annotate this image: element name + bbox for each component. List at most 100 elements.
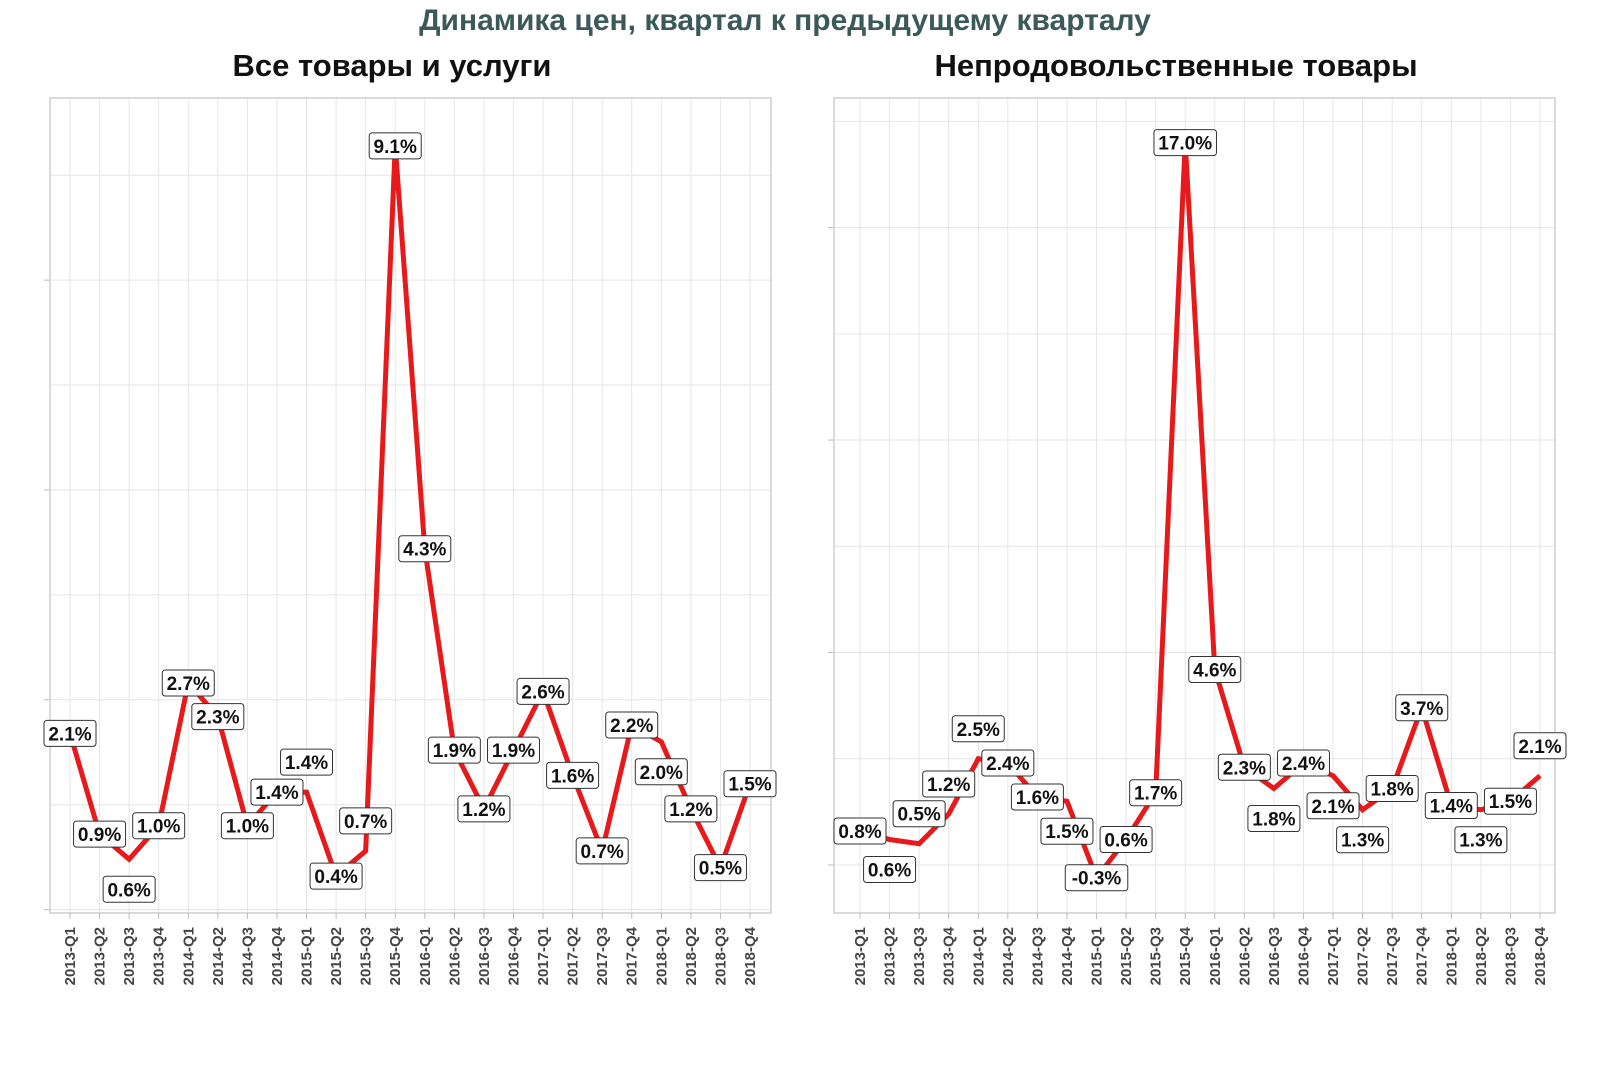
- data-label-text: 0.7%: [344, 812, 387, 833]
- data-label-box: [1336, 826, 1390, 854]
- data-label-box: [1247, 804, 1301, 832]
- data-label: 1.7%: [1129, 779, 1183, 807]
- data-label: 17.0%: [1153, 129, 1217, 157]
- data-label: 2.5%: [951, 715, 1005, 743]
- panel-title-all: Все товары и услуги: [232, 48, 552, 83]
- data-label: 1.4%: [280, 748, 334, 776]
- data-label-box: [220, 812, 274, 840]
- x-tick-label: 2013-Q4: [941, 926, 958, 985]
- data-label-box: [575, 837, 629, 865]
- data-label: 1.4%: [250, 778, 304, 806]
- data-label: 1.5%: [1040, 817, 1094, 845]
- data-label-text: 1.9%: [492, 741, 535, 762]
- data-label-box: [634, 758, 688, 786]
- x-tick-label: 2016-Q3: [1266, 927, 1283, 985]
- data-label-text: 1.5%: [1489, 792, 1532, 813]
- data-label-text: 17.0%: [1158, 134, 1212, 155]
- data-label-text: 0.7%: [581, 842, 624, 863]
- x-tick-label: 2016-Q3: [476, 927, 493, 985]
- data-label-box: [102, 875, 156, 903]
- panel-1: 2013-Q1 2013-Q2 2013-Q3 2013-Q4 2014-Q1 2014-…: [828, 97, 1567, 985]
- panel-0: 2013-Q1 2013-Q2 2013-Q3 2013-Q4 2014-Q1 2014-…: [43, 97, 777, 985]
- data-label: 1.8%: [1247, 804, 1301, 832]
- data-label-text: 4.3%: [403, 540, 446, 561]
- data-label-text: 2.1%: [1518, 737, 1561, 758]
- data-label-box: [1365, 774, 1419, 802]
- data-label-text: 0.9%: [78, 825, 121, 846]
- data-label-text: 1.6%: [1016, 788, 1059, 809]
- x-tick-label: 2015-Q2: [1118, 927, 1135, 985]
- data-label-text: 1.6%: [551, 766, 594, 787]
- data-label: 0.4%: [309, 862, 363, 890]
- data-label-text: 0.6%: [868, 860, 911, 881]
- data-label: 1.5%: [723, 770, 777, 798]
- data-label: 0.8%: [833, 817, 887, 845]
- data-label-box: [516, 677, 570, 705]
- data-label-text: 1.4%: [255, 783, 298, 804]
- data-label-box: [546, 761, 600, 789]
- x-tick-label: 2013-Q3: [911, 927, 928, 985]
- data-label-text: 1.2%: [462, 800, 505, 821]
- x-tick-label: 2018-Q1: [653, 927, 670, 985]
- x-tick-label: 2016-Q4: [505, 926, 522, 985]
- data-label-text: 3.7%: [1400, 699, 1443, 720]
- data-label: 1.5%: [1483, 787, 1537, 815]
- panel-title-nonfood: Непродовольственные товары: [934, 48, 1418, 83]
- data-label-text: 1.0%: [226, 817, 269, 838]
- data-label: 4.6%: [1188, 656, 1242, 684]
- data-label-text: 1.5%: [1045, 822, 1088, 843]
- data-label-text: 9.1%: [374, 137, 417, 158]
- data-label-box: [1306, 792, 1360, 820]
- data-label-box: [892, 800, 946, 828]
- data-label-box: [1276, 749, 1330, 777]
- data-label-text: 0.5%: [699, 859, 742, 880]
- data-label-box: [1153, 129, 1217, 157]
- data-label: 3.7%: [1395, 694, 1449, 722]
- data-label-text: 2.4%: [1282, 754, 1325, 775]
- data-label-box: [1454, 826, 1508, 854]
- data-label-box: [833, 817, 887, 845]
- x-tick-label: 2017-Q2: [1355, 927, 1372, 985]
- x-tick-label: 2018-Q2: [683, 927, 700, 985]
- data-label-text: 2.4%: [986, 754, 1029, 775]
- data-label-text: 1.2%: [669, 800, 712, 821]
- data-label-text: 1.8%: [1252, 809, 1295, 830]
- data-label-box: [1188, 656, 1242, 684]
- data-label-text: -0.3%: [1072, 869, 1122, 890]
- data-label-text: 4.6%: [1193, 661, 1236, 682]
- data-label-text: 2.6%: [521, 682, 564, 703]
- data-label-text: 1.8%: [1371, 779, 1414, 800]
- x-tick-label: 2013-Q1: [62, 927, 79, 985]
- data-label: 4.3%: [398, 535, 452, 563]
- x-tick-label: 2015-Q1: [299, 927, 316, 985]
- data-label: 1.0%: [220, 812, 274, 840]
- data-label-box: [1513, 732, 1567, 760]
- data-label-box: [309, 862, 363, 890]
- data-label-text: 0.5%: [897, 805, 940, 826]
- x-tick-label: 2015-Q4: [387, 926, 404, 985]
- data-label-box: [161, 669, 215, 697]
- data-label-box: [280, 748, 334, 776]
- data-label: 2.3%: [191, 703, 245, 731]
- data-label-text: 2.1%: [48, 724, 91, 745]
- data-label: 2.2%: [605, 711, 659, 739]
- data-label: 2.1%: [1513, 732, 1567, 760]
- data-label: 1.0%: [132, 812, 186, 840]
- x-tick-label: 2014-Q4: [1059, 926, 1076, 985]
- data-label: 1.9%: [486, 736, 540, 764]
- data-label: 1.6%: [1010, 783, 1064, 811]
- data-label-text: 1.4%: [1430, 796, 1473, 817]
- data-label: 1.2%: [457, 795, 511, 823]
- data-label-box: [73, 820, 127, 848]
- x-tick-label: 2017-Q1: [1325, 927, 1342, 985]
- data-label-box: [1129, 779, 1183, 807]
- x-tick-label: 2017-Q1: [535, 927, 552, 985]
- data-label: 0.7%: [339, 807, 393, 835]
- x-tick-label: 2014-Q2: [1000, 927, 1017, 985]
- data-label: 2.4%: [981, 749, 1035, 777]
- data-label-text: 1.3%: [1459, 831, 1502, 852]
- x-tick-label: 2014-Q4: [269, 926, 286, 985]
- data-label: 9.1%: [368, 132, 422, 160]
- data-label-box: [1010, 783, 1064, 811]
